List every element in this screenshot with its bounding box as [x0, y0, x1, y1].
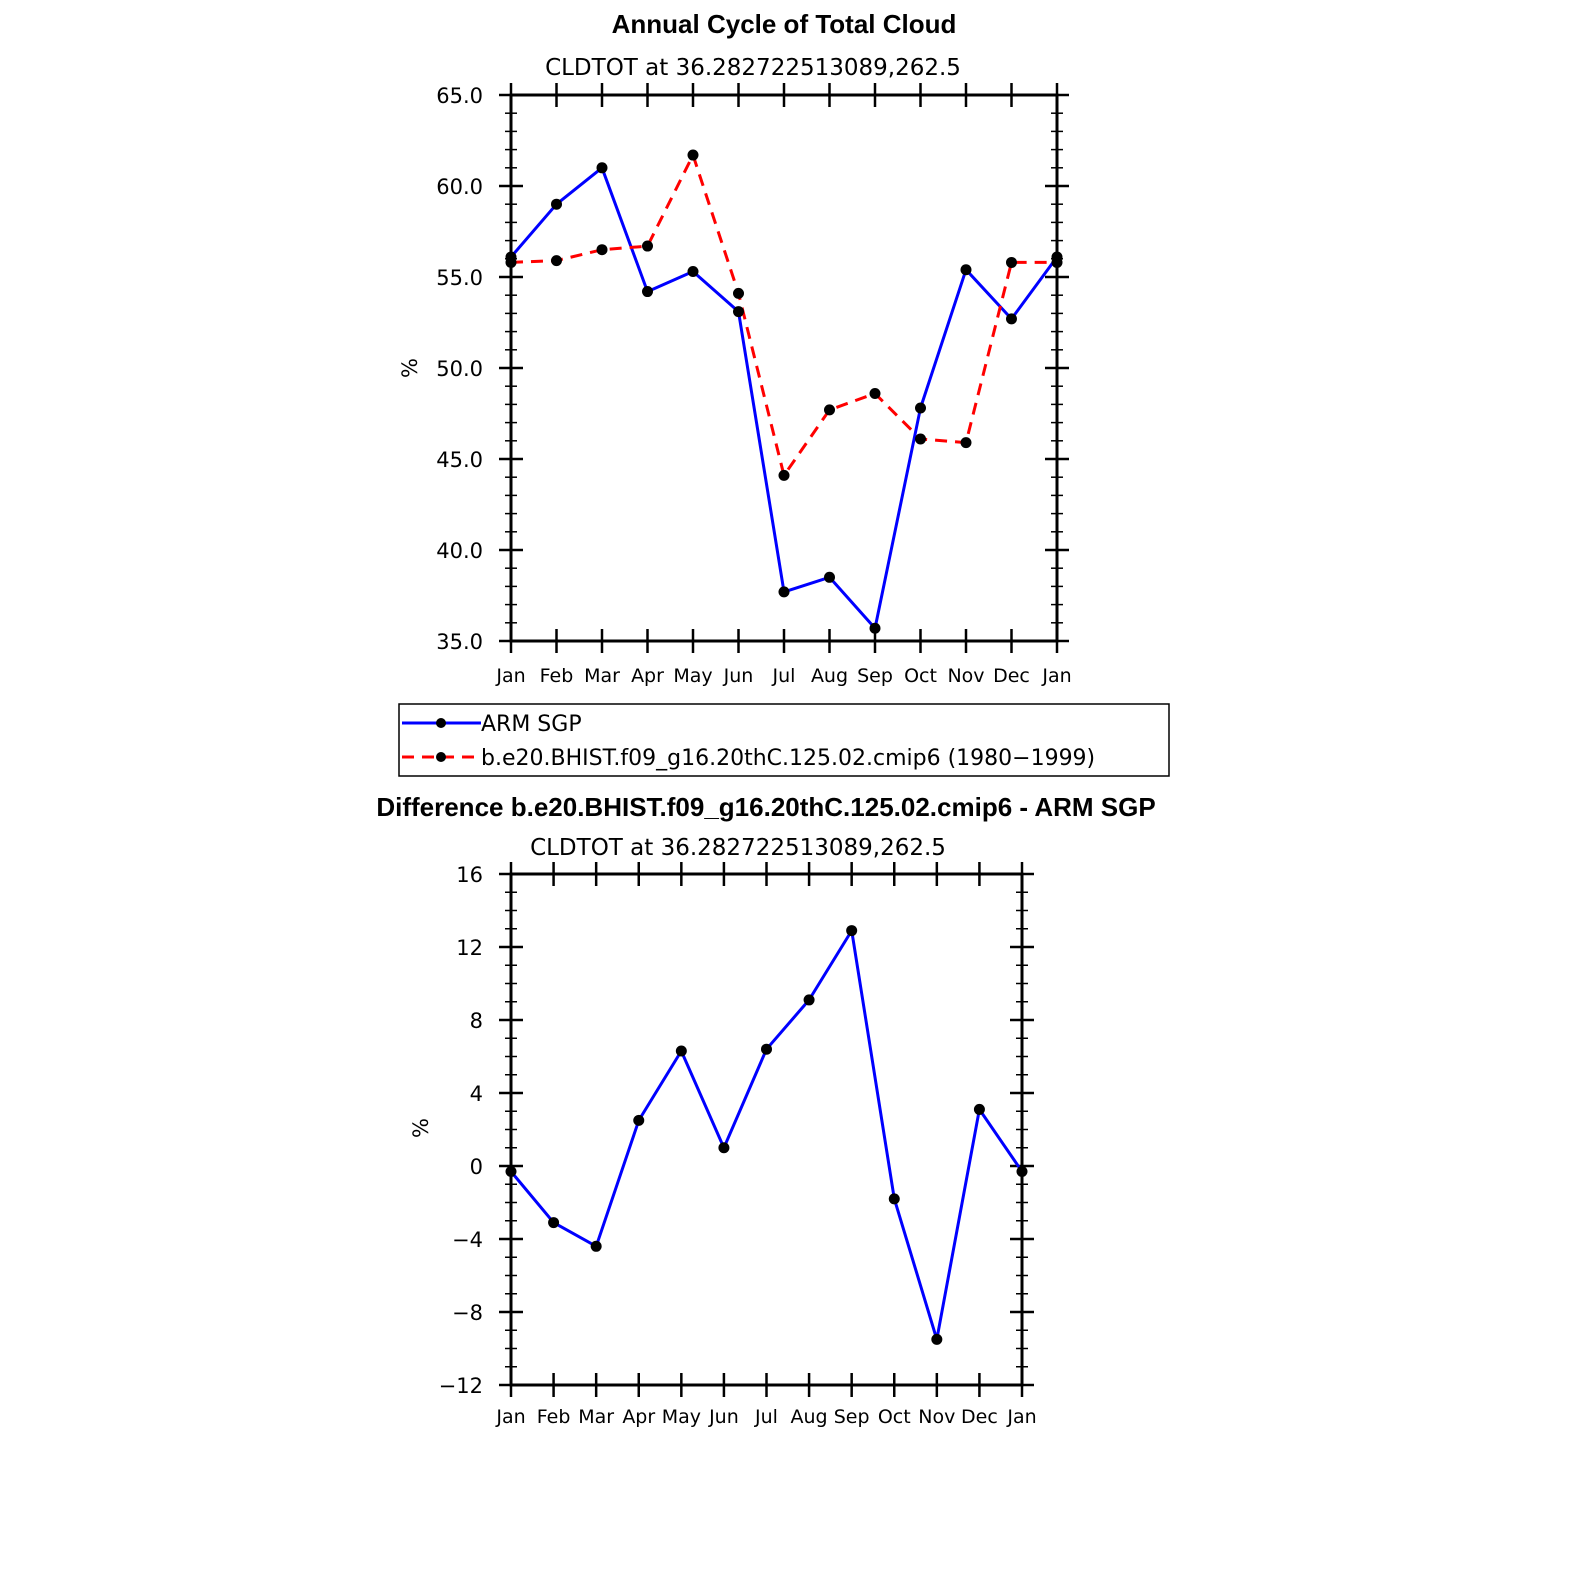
bottom-x-tick-label: Jan — [1006, 1406, 1036, 1428]
top-series-1-point — [960, 437, 972, 449]
top-x-tick-label: Feb — [540, 665, 574, 687]
top-series-1-point — [869, 387, 881, 399]
bottom-y-tick-label: 8 — [470, 1009, 483, 1033]
top-series-0-point — [960, 264, 972, 276]
bottom-x-tick-label: Jan — [495, 1406, 525, 1428]
bottom-series-0-point — [548, 1217, 560, 1229]
top-plot-series — [505, 149, 1063, 634]
bottom-x-tick-label: Apr — [622, 1406, 655, 1428]
top-series-0-point — [869, 622, 881, 634]
top-y-tick-label: 35.0 — [436, 630, 483, 654]
top-y-tick-label: 65.0 — [436, 84, 483, 108]
legend-marker-arm-sgp — [436, 718, 446, 728]
bottom-x-tick-label: Jul — [754, 1406, 778, 1428]
top-series-0-point — [687, 266, 699, 278]
bottom-series-0-point — [633, 1114, 645, 1126]
top-series-0-point — [551, 198, 562, 210]
top-x-tick-label: Nov — [947, 665, 984, 687]
top-series-0-point — [596, 162, 608, 174]
bottom-x-tick-label: Dec — [961, 1406, 998, 1428]
bottom-y-tick-label: 0 — [470, 1155, 483, 1179]
top-series-1-point — [824, 404, 835, 416]
top-x-tick-label: Dec — [993, 665, 1030, 687]
top-series-0-point — [1006, 313, 1017, 325]
bottom-x-tick-label: Nov — [918, 1406, 955, 1428]
bottom-y-axis-label: % — [409, 1118, 433, 1138]
top-series-line-0 — [509, 166, 1059, 630]
bottom-panel: Difference b.e20.BHIST.f09_g16.20thC.125… — [376, 792, 1155, 1428]
top-x-tick-label: Oct — [904, 665, 937, 687]
top-x-tick-label: Jul — [772, 665, 796, 687]
bottom-y-tick-label: −8 — [452, 1301, 483, 1325]
bottom-series-0-point — [675, 1045, 687, 1057]
top-series-1-point — [642, 240, 653, 252]
top-panel: Annual Cycle of Total Cloud CLDTOT at 36… — [398, 9, 1072, 687]
top-series-line-1 — [510, 153, 1057, 477]
legend-label-arm-sgp: ARM SGP — [481, 712, 582, 737]
legend: ARM SGP b.e20.BHIST.f09_g16.20thC.125.02… — [398, 703, 1170, 777]
top-series-1-point — [915, 433, 926, 445]
top-x-tick-label: Mar — [584, 665, 620, 687]
bottom-series-0-point — [761, 1043, 772, 1055]
bottom-series-0-point — [846, 925, 858, 937]
bottom-y-tick-label: −4 — [452, 1228, 483, 1252]
bottom-y-ticks: −12 −8 −4 0 4 8 12 16 — [439, 863, 1034, 1398]
top-x-tick-label: Aug — [811, 665, 848, 687]
top-x-tick-label: Apr — [631, 665, 664, 687]
bottom-series-0-point — [931, 1333, 943, 1345]
bottom-x-tick-label: Oct — [878, 1406, 911, 1428]
bottom-series-0-point — [718, 1142, 730, 1154]
top-y-tick-label: 55.0 — [436, 266, 483, 290]
top-chart-title: Annual Cycle of Total Cloud — [612, 9, 957, 39]
bottom-y-tick-label: −12 — [439, 1374, 483, 1398]
top-series-1-point — [596, 244, 608, 256]
top-series-0-point — [915, 402, 926, 414]
bottom-series-line-0 — [509, 929, 1024, 1341]
top-y-tick-label: 60.0 — [436, 175, 483, 199]
bottom-series-0-point — [973, 1103, 985, 1115]
bottom-x-tick-label: Aug — [791, 1406, 828, 1428]
legend-label-model: b.e20.BHIST.f09_g16.20thC.125.02.cmip6 (… — [481, 746, 1095, 771]
top-x-tick-label: May — [673, 665, 712, 687]
top-plot-frame — [509, 93, 1059, 643]
top-series-1-point — [551, 255, 562, 267]
top-y-axis-label: % — [398, 358, 422, 378]
top-x-tick-label: Jun — [723, 665, 754, 687]
top-series-1-point — [687, 149, 699, 161]
legend-box — [398, 703, 1170, 777]
bottom-x-tick-label: Sep — [834, 1406, 870, 1428]
bottom-y-tick-label: 16 — [456, 863, 483, 887]
top-x-tick-label: Jan — [495, 665, 525, 687]
bottom-plot-frame — [509, 872, 1024, 1387]
top-series-1-point — [1006, 256, 1017, 268]
bottom-x-tick-label: Jun — [708, 1406, 739, 1428]
bottom-x-ticks: Jan Feb Mar Apr May Jun Jul Aug Sep Oct Nov Dec Jan — [495, 862, 1037, 1428]
top-series-0-point — [778, 586, 790, 598]
bottom-plot-series — [505, 925, 1028, 1345]
top-y-ticks: 35.0 40.0 45.0 50.0 55.0 60.0 65.0 — [436, 84, 1069, 654]
bottom-y-tick-label: 12 — [456, 936, 483, 960]
top-chart-subtitle: CLDTOT at 36.282722513089,262.5 — [545, 55, 961, 81]
bottom-x-tick-label: Mar — [578, 1406, 614, 1428]
bottom-chart-subtitle: CLDTOT at 36.282722513089,262.5 — [530, 835, 946, 861]
bottom-series-0-point — [803, 994, 815, 1006]
top-x-tick-label: Jan — [1041, 665, 1071, 687]
top-x-tick-label: Sep — [857, 665, 893, 687]
top-series-1-point — [778, 469, 790, 481]
top-series-0-point — [733, 306, 744, 318]
top-y-tick-label: 50.0 — [436, 357, 483, 381]
bottom-x-tick-label: Feb — [537, 1406, 571, 1428]
legend-marker-model — [436, 752, 446, 762]
top-series-1-point — [733, 287, 744, 299]
bottom-series-0-point — [590, 1240, 602, 1252]
bottom-chart-title: Difference b.e20.BHIST.f09_g16.20thC.125… — [376, 792, 1155, 822]
bottom-x-tick-label: May — [662, 1406, 701, 1428]
top-series-0-point — [642, 286, 653, 298]
top-y-tick-label: 45.0 — [436, 448, 483, 472]
bottom-y-tick-label: 4 — [470, 1082, 483, 1106]
top-y-tick-label: 40.0 — [436, 539, 483, 563]
bottom-series-0-point — [888, 1193, 900, 1205]
top-series-0-point — [824, 571, 835, 583]
